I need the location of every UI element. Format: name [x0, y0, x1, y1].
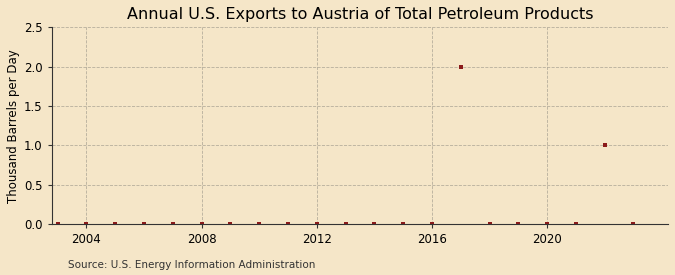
- Y-axis label: Thousand Barrels per Day: Thousand Barrels per Day: [7, 49, 20, 202]
- Text: Source: U.S. Energy Information Administration: Source: U.S. Energy Information Administ…: [68, 260, 315, 270]
- Title: Annual U.S. Exports to Austria of Total Petroleum Products: Annual U.S. Exports to Austria of Total …: [127, 7, 593, 22]
